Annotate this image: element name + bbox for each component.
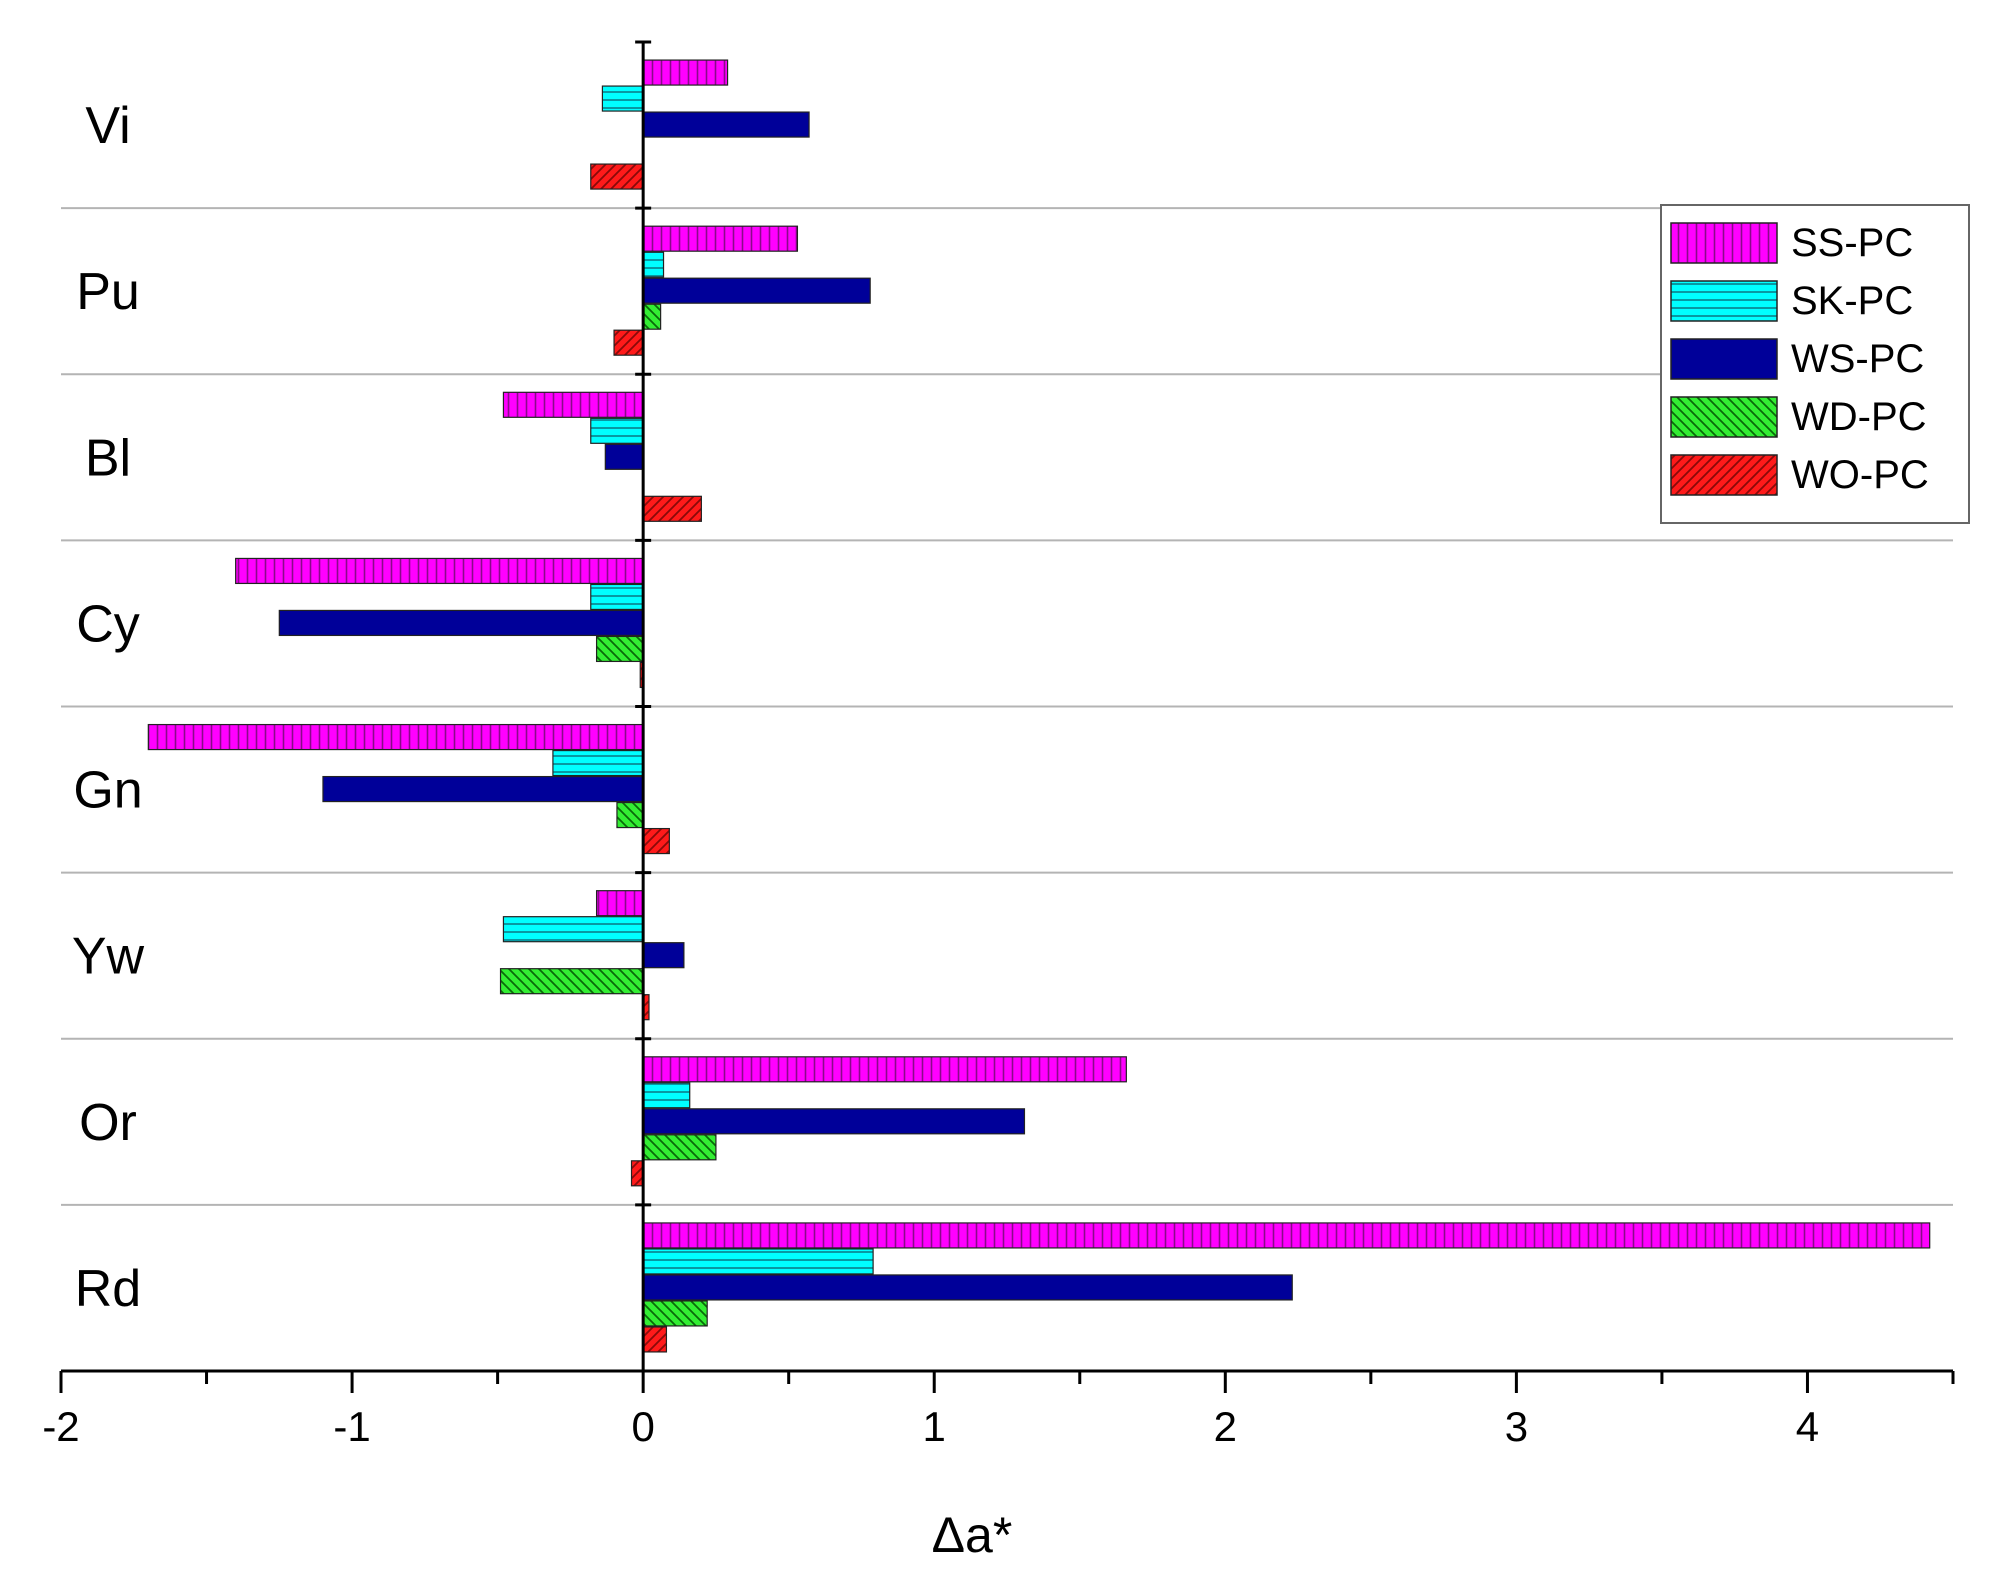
bar-or-ss-pc — [642, 1056, 1127, 1083]
legend-swatch — [1670, 454, 1778, 496]
category-label: Vi — [85, 97, 130, 155]
bars-layer — [147, 59, 1931, 1353]
legend-swatch — [1670, 222, 1778, 264]
category-label: Or — [79, 1094, 137, 1152]
bar-bl-ws-pc — [604, 443, 644, 470]
category-label: Rd — [75, 1260, 141, 1318]
bar-yw-ss-pc — [595, 890, 644, 917]
bar-gn-wo-pc — [642, 827, 670, 855]
labels-layer: Vi Pu Bl Cy Gn Yw Or Rd -2 -1 0 1 2 3 4 — [42, 97, 1819, 1450]
category-label: Gn — [73, 762, 142, 820]
bar-or-wo-pc — [630, 1160, 644, 1187]
bar-pu-sk-pc — [642, 251, 665, 278]
bar-yw-sk-pc — [502, 916, 644, 943]
x-tick-label: 3 — [1505, 1403, 1528, 1450]
bar-yw-ws-pc — [642, 942, 685, 969]
legend: SS-PC SK-PC WS-PC WD-PC WO-PC — [1660, 204, 1970, 524]
x-tick-label: 2 — [1214, 1403, 1237, 1450]
bar-gn-ss-pc — [147, 723, 644, 751]
legend-label: WO-PC — [1791, 453, 1929, 497]
category-label: Bl — [85, 429, 131, 487]
legend-swatch — [1670, 338, 1778, 380]
legend-label: SK-PC — [1791, 279, 1913, 323]
bar-bl-ss-pc — [502, 391, 644, 418]
bar-rd-wo-pc — [642, 1326, 668, 1353]
bar-cy-sk-pc — [590, 583, 644, 611]
bar-cy-ss-pc — [235, 557, 644, 585]
category-label: Cy — [76, 595, 140, 653]
legend-label: WS-PC — [1791, 337, 1924, 381]
bar-vi-sk-pc — [601, 85, 644, 112]
bar-pu-wd-pc — [642, 303, 662, 330]
bar-or-ws-pc — [642, 1108, 1026, 1135]
bar-vi-wo-pc — [590, 163, 644, 190]
bar-vi-ss-pc — [642, 59, 729, 86]
x-tick-label: 1 — [923, 1403, 946, 1450]
x-tick-label: 0 — [631, 1403, 654, 1450]
bar-cy-ws-pc — [278, 609, 644, 637]
bar-yw-wd-pc — [499, 968, 644, 995]
bar-rd-wd-pc — [642, 1300, 708, 1327]
legend-swatch — [1670, 396, 1778, 438]
axis-layer — [59, 40, 1955, 1393]
x-axis-title: Δa* — [932, 1507, 1013, 1563]
legend-swatch — [1670, 280, 1778, 322]
legend-label: WD-PC — [1791, 395, 1927, 439]
bar-gn-ws-pc — [322, 775, 644, 803]
bar-pu-wo-pc — [613, 329, 644, 356]
bar-rd-ss-pc — [642, 1222, 1931, 1249]
bar-rd-ws-pc — [642, 1274, 1293, 1301]
grid-layer — [61, 207, 1953, 1206]
bar-pu-ws-pc — [642, 277, 871, 304]
x-tick-label: -2 — [42, 1403, 79, 1450]
x-tick-label: 4 — [1796, 1403, 1819, 1450]
category-label: Yw — [72, 928, 145, 986]
bar-vi-ws-pc — [642, 111, 810, 138]
bar-gn-sk-pc — [552, 749, 644, 777]
bar-cy-wd-pc — [595, 635, 644, 663]
bar-bl-sk-pc — [590, 417, 644, 444]
category-label: Pu — [76, 263, 140, 321]
bar-or-sk-pc — [642, 1082, 691, 1109]
legend-label: SS-PC — [1791, 221, 1913, 265]
bar-bl-wo-pc — [642, 495, 702, 522]
bar-pu-ss-pc — [642, 225, 799, 252]
bar-or-wd-pc — [642, 1134, 717, 1161]
bar-gn-wd-pc — [616, 801, 644, 829]
bar-rd-sk-pc — [642, 1248, 874, 1275]
x-tick-label: -1 — [333, 1403, 370, 1450]
